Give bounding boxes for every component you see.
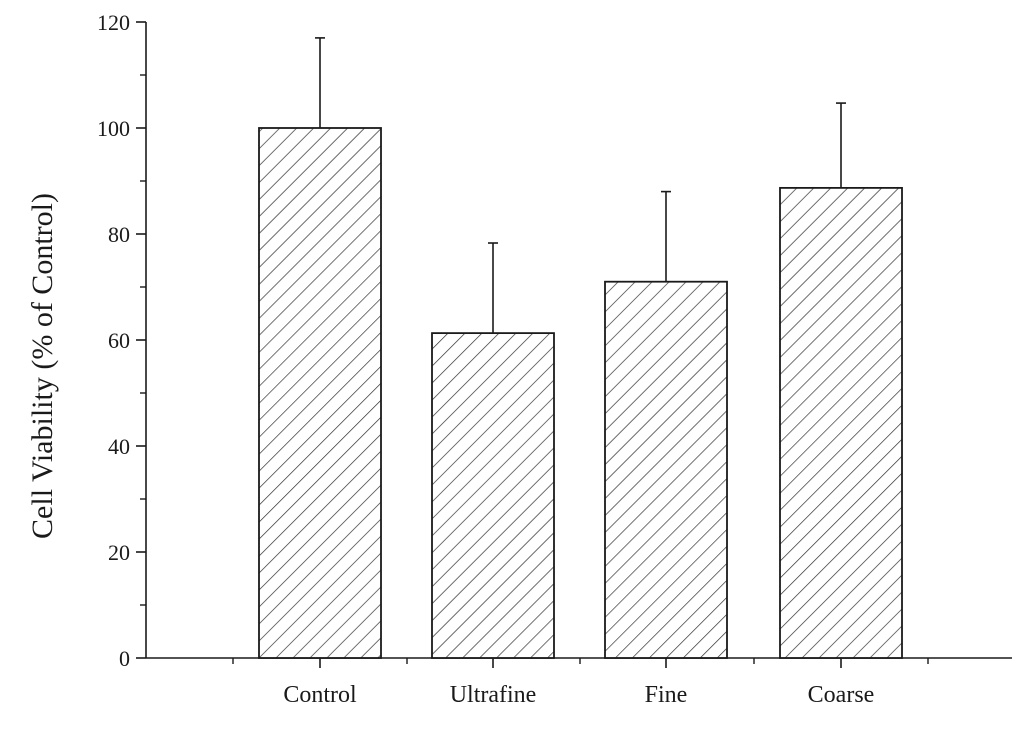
y-tick-label: 100: [97, 116, 130, 141]
y-tick-label: 0: [119, 646, 130, 671]
labels: 0 20 40 60 80 100 120 Control Ultrafine Fine Coars…: [97, 10, 874, 708]
y-tick-label: 20: [108, 540, 130, 565]
y-tick-label: 80: [108, 222, 130, 247]
bar-fine: [604, 280, 728, 659]
error-bars: [315, 37, 846, 334]
y-tick-label: 120: [97, 10, 130, 35]
x-tick-label: Control: [283, 682, 357, 708]
bars: [258, 127, 903, 659]
y-axis-label: Cell Viability (% of Control): [26, 193, 59, 539]
bar-control: [258, 127, 382, 659]
bar-coarse: [779, 186, 903, 659]
x-tick-label: Fine: [645, 682, 688, 708]
x-tick-label: Ultrafine: [450, 682, 537, 708]
bar-ultrafine: [431, 332, 555, 659]
y-tick-label: 60: [108, 328, 130, 353]
x-tick-label: Coarse: [808, 682, 875, 708]
y-tick-label: 40: [108, 434, 130, 459]
